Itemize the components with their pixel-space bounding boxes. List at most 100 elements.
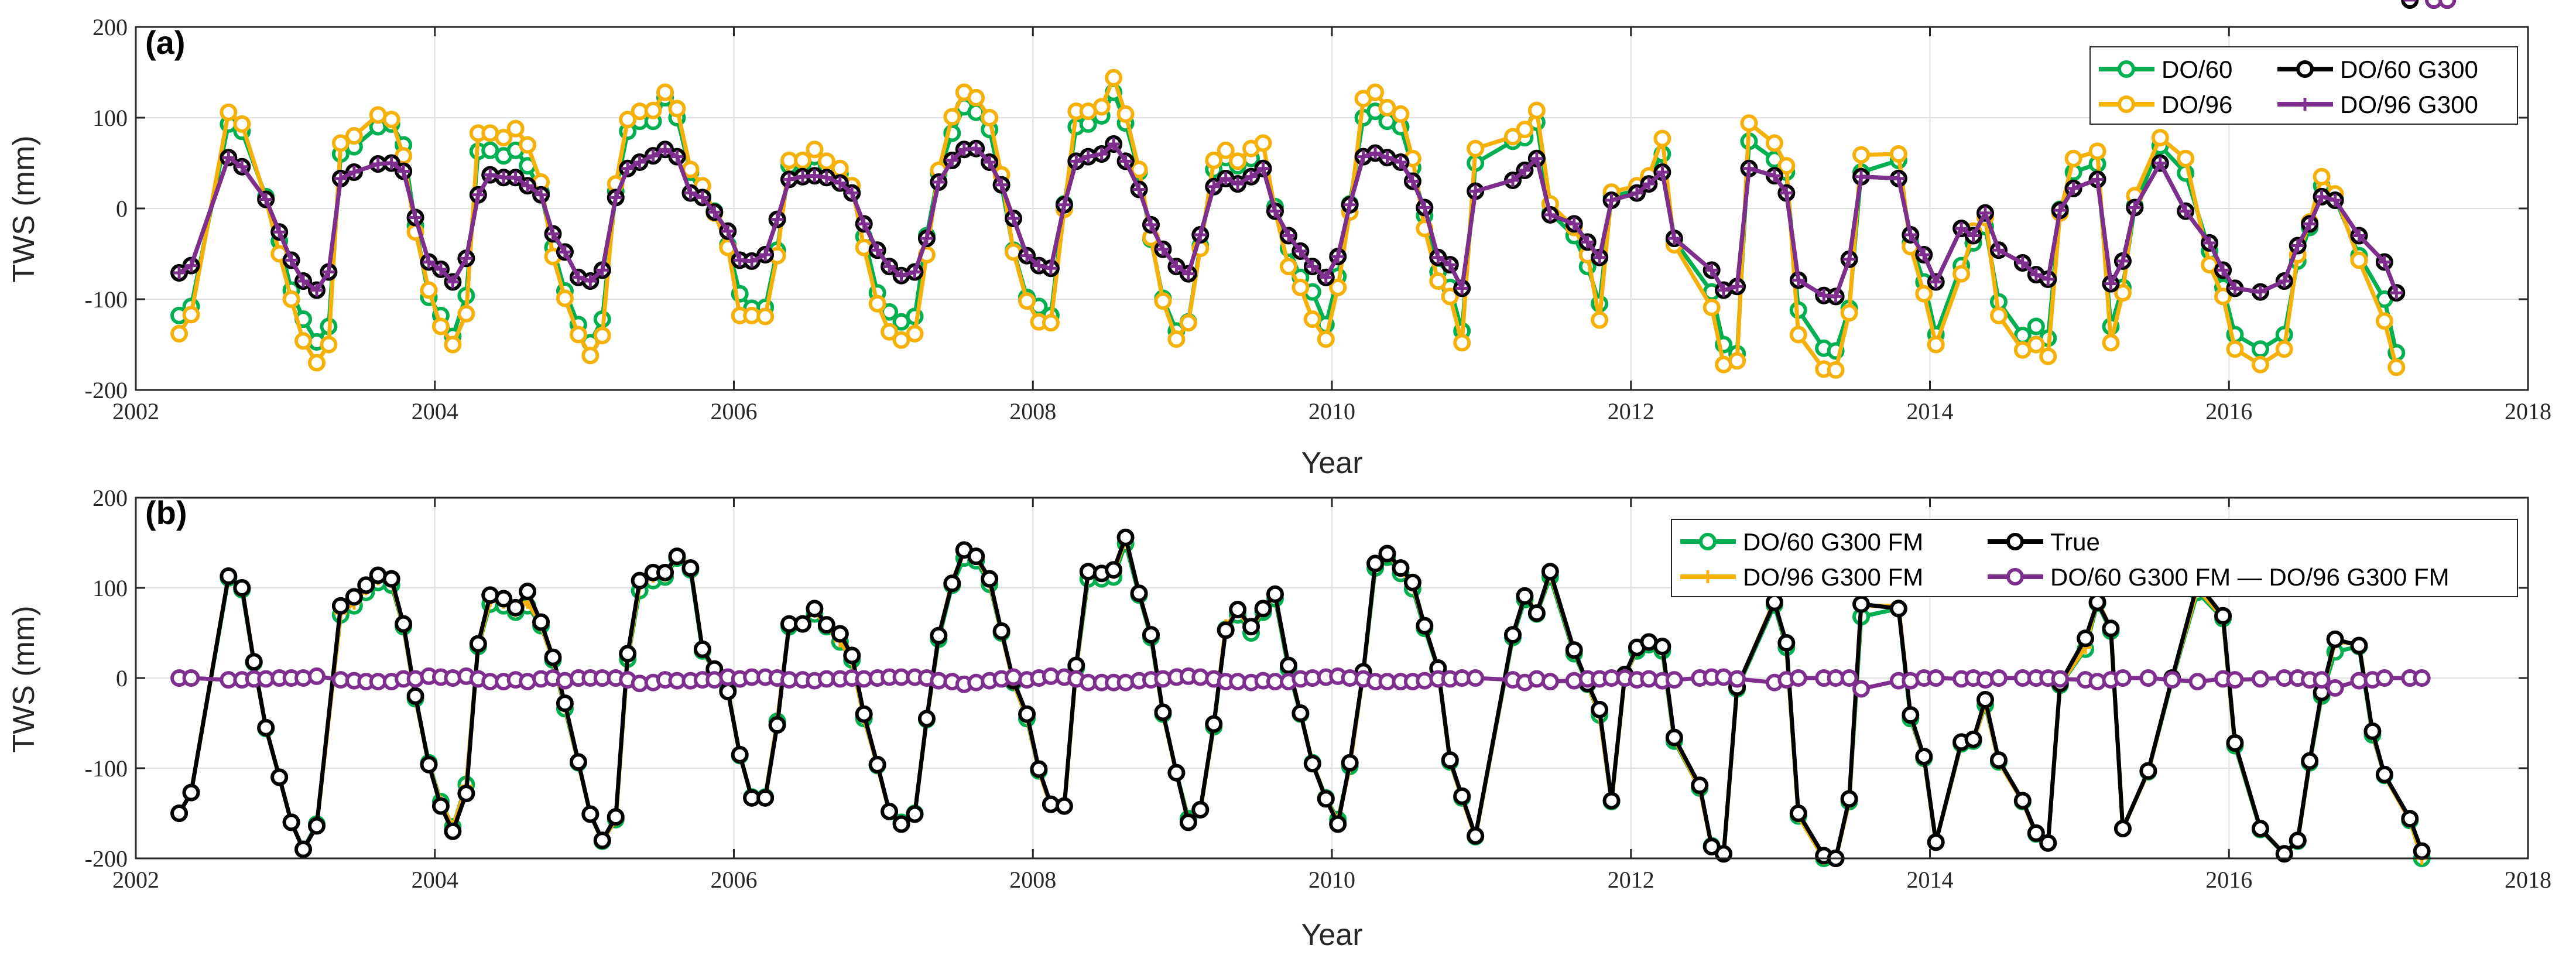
data-point <box>1242 618 1260 636</box>
x-tick-label: 2004 <box>412 867 458 893</box>
data-point-plus <box>845 186 859 200</box>
data-point-plus <box>434 262 447 276</box>
data-point <box>892 815 910 833</box>
data-point <box>1130 160 1148 179</box>
data-point <box>556 289 574 307</box>
panel-a-legend-box <box>2089 46 2518 125</box>
data-point <box>668 100 686 118</box>
data-point <box>2301 752 2319 770</box>
data-point-plus <box>1207 180 1221 193</box>
data-point <box>1042 314 1060 332</box>
data-point-plus <box>235 160 249 173</box>
data-point <box>345 588 363 606</box>
data-point-plus <box>1170 260 1183 273</box>
data-point-plus <box>509 171 522 184</box>
x-tick-label: 2012 <box>1608 398 1654 424</box>
data-point-plus <box>1630 186 1643 200</box>
y-tick-label: -200 <box>85 377 128 403</box>
data-point <box>406 687 424 705</box>
data-point <box>1453 787 1471 805</box>
data-point <box>556 694 574 713</box>
legend-marker-do96 <box>2118 95 2135 113</box>
data-point-plus <box>1020 249 1034 262</box>
data-point <box>756 307 775 326</box>
data-point-plus <box>1767 169 1781 183</box>
legend-marker-do60 <box>2118 60 2135 78</box>
data-point <box>2077 629 2095 648</box>
data-point-plus <box>2228 282 2242 295</box>
data-point <box>1292 704 1310 723</box>
data-point-plus <box>970 142 983 155</box>
data-point <box>182 306 200 324</box>
data-point <box>532 613 550 631</box>
data-point <box>331 134 350 152</box>
data-point-plus <box>1156 242 1170 256</box>
data-point-plus <box>546 227 560 241</box>
x-tick-label: 2010 <box>1308 867 1355 893</box>
data-point <box>1279 258 1297 276</box>
data-point <box>892 331 910 349</box>
data-point-plus <box>1593 251 1606 264</box>
y-tick-label: 200 <box>93 485 128 511</box>
x-tick-label: 2018 <box>2505 398 2551 424</box>
data-point-plus <box>1855 170 1868 183</box>
data-point-plus <box>1343 198 1356 211</box>
data-point-plus <box>759 248 772 262</box>
data-point-plus <box>721 224 735 238</box>
data-point <box>1005 668 1023 686</box>
data-point <box>693 640 711 658</box>
panel-a: 2002 2004 2006 2008 2010 2012 2014 2016 2018 -200… <box>7 0 2551 480</box>
data-point <box>906 805 924 823</box>
data-point-plus <box>173 266 186 280</box>
data-point-plus <box>1929 275 1943 289</box>
data-point-plus <box>484 168 497 182</box>
data-point <box>2139 762 2157 780</box>
data-point-plus <box>259 193 273 206</box>
data-point <box>1167 330 1186 348</box>
data-point <box>1229 600 1247 618</box>
data-point-plus <box>946 153 959 167</box>
data-point <box>619 645 637 663</box>
data-point <box>1018 292 1036 310</box>
data-point <box>1777 634 1796 652</box>
data-point <box>233 579 251 597</box>
legend-marker-difference <box>2006 568 2024 586</box>
data-point-plus <box>1717 283 1731 297</box>
data-point-plus <box>497 171 511 184</box>
data-point <box>1217 621 1235 639</box>
data-point <box>2438 0 2457 9</box>
data-point <box>831 159 849 177</box>
data-point <box>1789 804 1807 822</box>
data-point-plus <box>684 186 697 200</box>
panel-b-axes: 2002 2004 2006 2008 2010 2012 2014 2016 2018 -200… <box>85 485 2551 893</box>
legend-marker-true <box>2006 533 2024 550</box>
data-point-plus <box>1431 251 1445 264</box>
data-point <box>593 327 611 344</box>
data-point <box>1728 352 1746 370</box>
data-point <box>1205 151 1223 169</box>
x-tick-label: 2002 <box>112 398 159 424</box>
data-point-plus <box>957 143 971 156</box>
data-point-plus <box>1132 183 1146 196</box>
data-point <box>495 590 513 608</box>
data-point-plus <box>2128 201 2142 214</box>
data-point <box>2113 284 2132 302</box>
data-point <box>917 710 936 728</box>
legend-label-do60-g300: DO/60 G300 <box>2340 56 2478 83</box>
data-point-plus <box>1406 174 1419 188</box>
data-point-plus <box>2291 239 2304 252</box>
data-point <box>1279 656 1297 675</box>
data-point <box>1254 600 1272 618</box>
y-tick-label: -100 <box>85 286 128 313</box>
data-point <box>1154 703 1172 721</box>
data-point <box>1789 326 1807 344</box>
data-point-plus <box>820 171 833 184</box>
data-point <box>2350 636 2368 655</box>
panel-b-legend: DO/60 G300 FM True DO/96 G300 FM DO/60 G… <box>1671 519 2518 597</box>
data-point <box>644 101 662 119</box>
legend-label-true: True <box>2050 528 2100 556</box>
panel-b-label: (b) <box>145 494 187 531</box>
data-point <box>1777 157 1796 175</box>
y-tick-label: 200 <box>93 14 128 40</box>
